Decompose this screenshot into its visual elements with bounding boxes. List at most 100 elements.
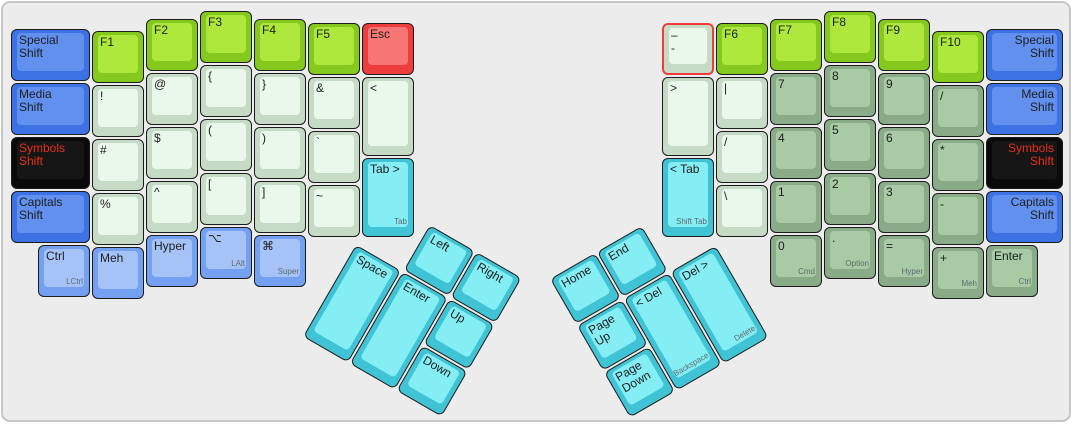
key-esc[interactable]: Esc bbox=[362, 23, 414, 75]
key-f6[interactable]: F6 bbox=[716, 23, 768, 75]
keycap-top: ~ bbox=[314, 189, 354, 227]
key-super[interactable]: ⌘ Super bbox=[254, 235, 306, 287]
key-num-0[interactable]: 0 Cmd bbox=[770, 235, 822, 287]
key-enter-right[interactable]: Enter Ctrl bbox=[986, 245, 1038, 297]
key-symbols-shift-left[interactable]: Symbols Shift bbox=[11, 137, 90, 189]
key-symbols-shift-right[interactable]: Symbols Shift bbox=[986, 137, 1063, 189]
keycap-top: Enter Ctrl bbox=[992, 249, 1032, 287]
key-f7[interactable]: F7 bbox=[770, 19, 822, 71]
key-paren-close[interactable]: ) bbox=[254, 127, 306, 179]
key-label: | bbox=[724, 81, 728, 95]
key-exclamation[interactable]: ! bbox=[92, 85, 144, 137]
key-brace-open[interactable]: { bbox=[200, 65, 252, 117]
key-media-shift-left[interactable]: Media Shift bbox=[11, 83, 90, 135]
key-tab[interactable]: Tab > Tab bbox=[362, 158, 414, 237]
key-label: < Tab bbox=[670, 162, 700, 176]
key-hash[interactable]: # bbox=[92, 139, 144, 191]
key-capitals-shift-right[interactable]: Capitals Shift bbox=[986, 191, 1063, 243]
keycap-top: | bbox=[722, 81, 762, 119]
key-sublabel: LCtrl bbox=[66, 277, 83, 287]
key-at[interactable]: @ bbox=[146, 73, 198, 125]
keycap-top: ` bbox=[314, 135, 354, 173]
key-num-2[interactable]: 2 bbox=[824, 173, 876, 225]
key-greater-than[interactable]: > bbox=[662, 77, 714, 156]
key-f1[interactable]: F1 bbox=[92, 31, 144, 83]
key-meh-left[interactable]: Meh bbox=[92, 247, 144, 299]
key-ampersand[interactable]: & bbox=[308, 77, 360, 129]
key-brace-close[interactable]: } bbox=[254, 73, 306, 125]
key-capitals-shift-left[interactable]: Capitals Shift bbox=[11, 191, 90, 243]
key-hyper-left[interactable]: Hyper bbox=[146, 235, 198, 287]
key-bracket-close[interactable]: ] bbox=[254, 181, 306, 233]
key-num-4[interactable]: 4 bbox=[770, 127, 822, 179]
key-num-5[interactable]: 5 bbox=[824, 119, 876, 171]
key-label: F7 bbox=[778, 23, 793, 37]
keycap-top: ) bbox=[260, 131, 300, 169]
key-label: + bbox=[940, 251, 948, 265]
key-special-shift-left[interactable]: Special Shift bbox=[11, 29, 90, 81]
keycap-top: F10 bbox=[938, 35, 978, 73]
key-f10[interactable]: F10 bbox=[932, 31, 984, 83]
key-bracket-open[interactable]: [ bbox=[200, 173, 252, 225]
key-tilde[interactable]: ~ bbox=[308, 185, 360, 237]
key-sublabel: Ctrl bbox=[1018, 277, 1031, 287]
key-num-7[interactable]: 7 bbox=[770, 73, 822, 125]
key-dollar[interactable]: $ bbox=[146, 127, 198, 179]
key-period[interactable]: . Option bbox=[824, 227, 876, 279]
key-label: \ bbox=[724, 189, 728, 203]
keycap-top: ( bbox=[206, 123, 246, 161]
key-backtick[interactable]: ` bbox=[308, 131, 360, 183]
keycap-top: ! bbox=[98, 89, 138, 127]
key-special-shift-right[interactable]: Special Shift bbox=[986, 29, 1063, 81]
key-label: ( bbox=[208, 123, 212, 137]
key-media-shift-right[interactable]: Media Shift bbox=[986, 83, 1063, 135]
key-label: / bbox=[724, 135, 728, 149]
key-num-9[interactable]: 9 bbox=[878, 73, 930, 125]
key-label: 6 bbox=[886, 131, 893, 145]
key-percent[interactable]: % bbox=[92, 193, 144, 245]
key-plus[interactable]: + Meh bbox=[932, 247, 984, 299]
key-label: $ bbox=[154, 131, 161, 145]
key-label: [ bbox=[208, 177, 212, 191]
key-slash-inner[interactable]: / bbox=[716, 131, 768, 183]
key-f2[interactable]: F2 bbox=[146, 19, 198, 71]
key-label: F9 bbox=[886, 23, 901, 37]
key-pipe[interactable]: | bbox=[716, 77, 768, 129]
key-label: ` bbox=[316, 135, 320, 149]
key-backslash[interactable]: \ bbox=[716, 185, 768, 237]
key-slash-outer[interactable]: / bbox=[932, 85, 984, 137]
key-dash[interactable]: – - bbox=[662, 23, 714, 75]
key-equals[interactable]: = Hyper bbox=[878, 235, 930, 287]
key-f8[interactable]: F8 bbox=[824, 11, 876, 63]
keycap-top: [ bbox=[206, 177, 246, 215]
key-f4[interactable]: F4 bbox=[254, 19, 306, 71]
key-f3[interactable]: F3 bbox=[200, 11, 252, 63]
key-ctrl-left[interactable]: Ctrl LCtrl bbox=[38, 245, 90, 297]
key-shift-tab[interactable]: < Tab Shift Tab bbox=[662, 158, 714, 237]
key-num-8[interactable]: 8 bbox=[824, 65, 876, 117]
key-num-6[interactable]: 6 bbox=[878, 127, 930, 179]
key-sublabel: Option bbox=[845, 259, 869, 269]
keycap-top: 2 bbox=[830, 177, 870, 215]
key-f5[interactable]: F5 bbox=[308, 23, 360, 75]
key-asterisk[interactable]: * bbox=[932, 139, 984, 191]
key-label: 8 bbox=[832, 69, 839, 83]
keycap-top: 1 bbox=[776, 185, 816, 223]
key-label: ~ bbox=[316, 189, 324, 203]
key-label: F10 bbox=[940, 35, 961, 49]
key-num-1[interactable]: 1 bbox=[770, 181, 822, 233]
key-label: F6 bbox=[724, 27, 739, 41]
key-sublabel: Cmd bbox=[798, 267, 815, 277]
key-minus[interactable]: - bbox=[932, 193, 984, 245]
key-lalt[interactable]: ⌥ LAlt bbox=[200, 227, 252, 279]
key-sublabel: Super bbox=[277, 267, 299, 277]
key-caret[interactable]: ^ bbox=[146, 181, 198, 233]
key-num-3[interactable]: 3 bbox=[878, 181, 930, 233]
key-less-than[interactable]: < bbox=[362, 77, 414, 156]
keycap-top: F6 bbox=[722, 27, 762, 65]
keycap-top: – - bbox=[669, 28, 707, 64]
key-paren-open[interactable]: ( bbox=[200, 119, 252, 171]
keycap-top: % bbox=[98, 197, 138, 235]
key-f9[interactable]: F9 bbox=[878, 19, 930, 71]
key-sublabel: Backspace bbox=[672, 351, 711, 379]
